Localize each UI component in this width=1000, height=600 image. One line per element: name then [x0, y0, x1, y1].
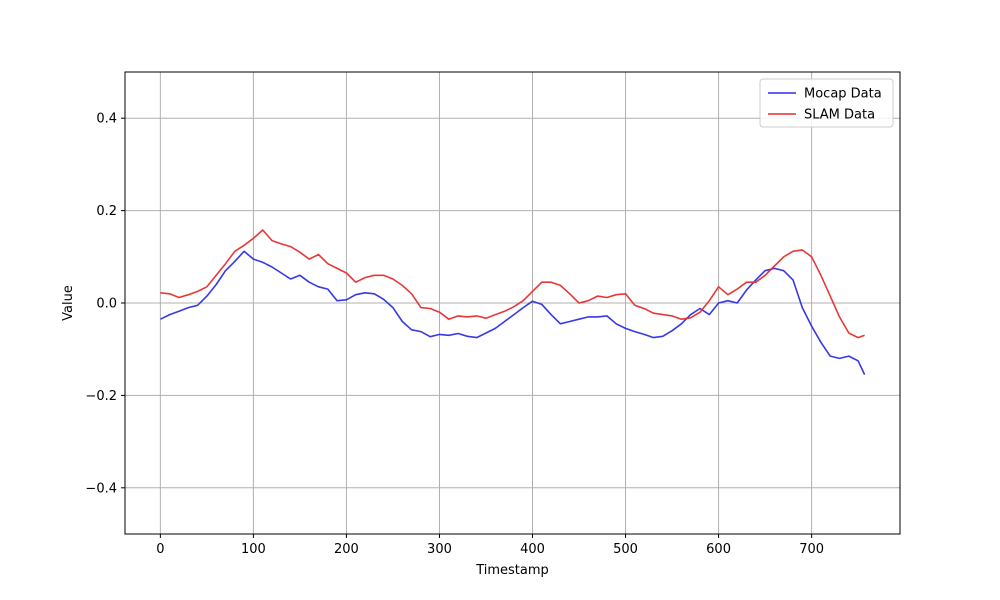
x-tick-label: 100 — [241, 542, 266, 557]
x-tick-label: 700 — [799, 542, 824, 557]
x-tick-label: 0 — [156, 542, 164, 557]
x-tick-label: 600 — [706, 542, 731, 557]
x-tick-label: 500 — [613, 542, 638, 557]
y-tick-label: −0.4 — [85, 481, 117, 496]
series-line-mocap — [160, 250, 866, 375]
series-line-slam — [160, 229, 865, 339]
legend: Mocap Data SLAM Data — [759, 78, 894, 128]
y-tick-label: 0.0 — [96, 297, 117, 312]
legend-label: SLAM Data — [804, 108, 875, 123]
y-tick-label: 0.2 — [96, 204, 117, 219]
grid — [125, 72, 900, 534]
y-tick-label: 0.4 — [96, 112, 117, 127]
x-tick-label: 300 — [427, 542, 452, 557]
y-axis-label: Value — [61, 285, 76, 321]
y-tick-label: −0.2 — [85, 389, 117, 404]
x-axis-ticks: 0 100 200 300 400 500 600 700 — [156, 534, 824, 557]
y-axis-ticks: −0.4 −0.2 0.0 0.2 0.4 — [85, 112, 125, 496]
series-lines — [160, 229, 866, 375]
x-tick-label: 200 — [334, 542, 359, 557]
legend-box — [759, 78, 894, 128]
x-axis-label: Timestamp — [475, 563, 549, 578]
legend-label: Mocap Data — [804, 87, 882, 102]
x-tick-label: 400 — [520, 542, 545, 557]
